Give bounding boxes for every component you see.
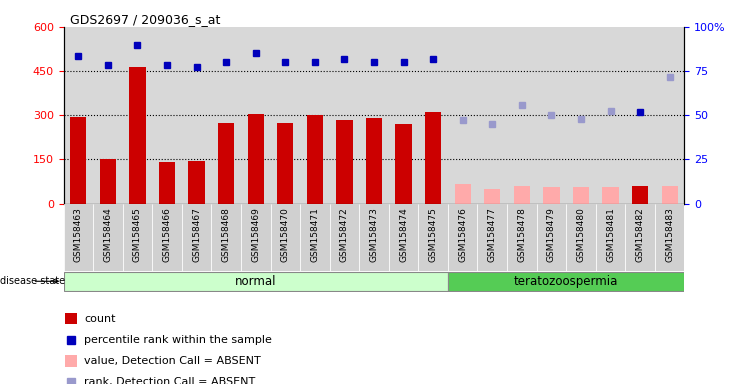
Text: GSM158467: GSM158467 xyxy=(192,207,201,262)
Text: GSM158463: GSM158463 xyxy=(74,207,83,262)
Text: GSM158481: GSM158481 xyxy=(606,207,615,262)
Bar xyxy=(159,162,175,204)
Bar xyxy=(536,204,566,271)
Text: percentile rank within the sample: percentile rank within the sample xyxy=(84,335,272,345)
Text: GSM158466: GSM158466 xyxy=(162,207,171,262)
Text: GSM158470: GSM158470 xyxy=(280,207,289,262)
Text: GSM158479: GSM158479 xyxy=(547,207,556,262)
Bar xyxy=(307,115,323,204)
Bar xyxy=(212,204,241,271)
Text: teratozoospermia: teratozoospermia xyxy=(514,275,619,288)
Bar xyxy=(359,204,389,271)
Bar xyxy=(661,186,678,204)
Bar xyxy=(188,161,205,204)
Bar xyxy=(359,27,389,204)
Bar xyxy=(123,27,153,204)
Bar xyxy=(543,187,560,204)
Bar xyxy=(337,120,352,204)
Bar xyxy=(625,204,654,271)
Bar xyxy=(241,27,271,204)
Bar xyxy=(418,204,448,271)
Text: GSM158468: GSM158468 xyxy=(221,207,230,262)
Text: GSM158477: GSM158477 xyxy=(488,207,497,262)
Text: count: count xyxy=(84,314,116,324)
Bar xyxy=(484,189,500,204)
Bar xyxy=(330,27,359,204)
Bar xyxy=(389,27,418,204)
Bar xyxy=(248,114,264,204)
Bar xyxy=(595,27,625,204)
Bar xyxy=(566,27,595,204)
Text: GSM158482: GSM158482 xyxy=(636,207,645,262)
Bar xyxy=(70,117,87,204)
Bar xyxy=(536,27,566,204)
Text: GSM158469: GSM158469 xyxy=(251,207,260,262)
Bar xyxy=(448,27,477,204)
Bar xyxy=(218,122,234,204)
Bar xyxy=(448,272,684,291)
Bar xyxy=(182,27,212,204)
Bar xyxy=(94,204,123,271)
Bar xyxy=(389,204,418,271)
Bar xyxy=(654,27,684,204)
Bar xyxy=(278,122,293,204)
Text: normal: normal xyxy=(235,275,277,288)
Bar xyxy=(425,112,441,204)
Bar xyxy=(64,272,448,291)
Text: GSM158478: GSM158478 xyxy=(518,207,527,262)
Bar xyxy=(632,186,649,204)
Bar xyxy=(595,204,625,271)
Bar xyxy=(123,204,153,271)
Text: rank, Detection Call = ABSENT: rank, Detection Call = ABSENT xyxy=(84,377,255,384)
Bar xyxy=(153,27,182,204)
Bar xyxy=(654,204,684,271)
Bar xyxy=(602,187,619,204)
Text: GSM158475: GSM158475 xyxy=(429,207,438,262)
Bar xyxy=(212,27,241,204)
Text: GSM158483: GSM158483 xyxy=(665,207,674,262)
Bar xyxy=(477,27,507,204)
Bar xyxy=(566,204,595,271)
Text: GSM158474: GSM158474 xyxy=(399,207,408,262)
Text: GSM158465: GSM158465 xyxy=(133,207,142,262)
Text: value, Detection Call = ABSENT: value, Detection Call = ABSENT xyxy=(84,356,261,366)
Bar xyxy=(330,204,359,271)
Bar xyxy=(99,159,116,204)
Bar xyxy=(300,204,330,271)
Bar xyxy=(514,186,530,204)
Bar xyxy=(64,204,94,271)
Bar xyxy=(271,204,300,271)
Text: GSM158473: GSM158473 xyxy=(370,207,378,262)
Bar xyxy=(396,124,411,204)
Text: GSM158464: GSM158464 xyxy=(103,207,112,262)
Text: GSM158480: GSM158480 xyxy=(577,207,586,262)
Bar xyxy=(66,313,76,324)
Bar xyxy=(271,27,300,204)
Bar xyxy=(66,355,76,367)
Text: disease state: disease state xyxy=(0,276,65,286)
Bar xyxy=(455,184,470,204)
Bar xyxy=(625,27,654,204)
Bar xyxy=(129,67,146,204)
Text: GDS2697 / 209036_s_at: GDS2697 / 209036_s_at xyxy=(70,13,220,26)
Bar xyxy=(94,27,123,204)
Bar xyxy=(64,27,94,204)
Text: GSM158471: GSM158471 xyxy=(310,207,319,262)
Text: GSM158476: GSM158476 xyxy=(459,207,468,262)
Bar xyxy=(153,204,182,271)
Bar xyxy=(507,204,536,271)
Bar xyxy=(366,118,382,204)
Bar xyxy=(182,204,212,271)
Bar xyxy=(477,204,507,271)
Bar xyxy=(241,204,271,271)
Bar xyxy=(448,204,477,271)
Bar xyxy=(507,27,536,204)
Bar xyxy=(418,27,448,204)
Text: GSM158472: GSM158472 xyxy=(340,207,349,262)
Bar xyxy=(300,27,330,204)
Bar xyxy=(573,187,589,204)
